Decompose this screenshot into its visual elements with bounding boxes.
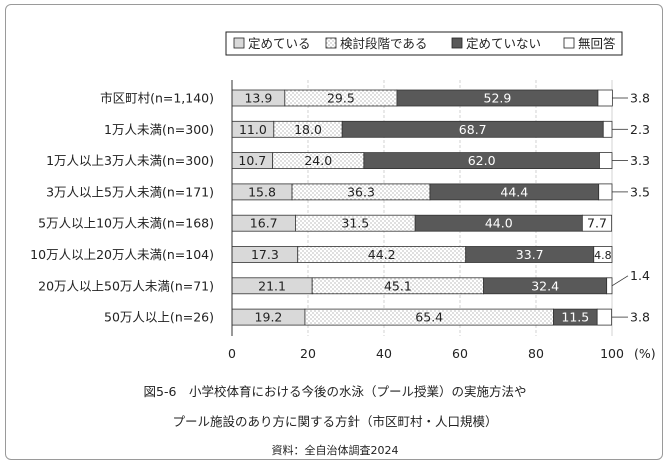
data-label: 44.4 <box>500 184 528 199</box>
data-label: 24.0 <box>304 153 332 168</box>
legend: 定めている 検討段階である 定めていない 無回答 <box>225 31 623 56</box>
data-label: 33.7 <box>516 247 544 262</box>
data-label: 32.4 <box>531 278 559 293</box>
outside-data-label: 3.3 <box>630 153 650 168</box>
category-label: 5万人以上10万人未満(n=168) <box>38 216 214 231</box>
data-label: 29.5 <box>327 91 355 106</box>
data-label: 19.2 <box>255 310 283 325</box>
data-label: 45.1 <box>384 278 412 293</box>
x-axis: 0 20 40 60 80 100 (%) <box>228 80 656 361</box>
x-tick-label: 40 <box>376 346 392 361</box>
category-label: 1万人未満(n=300) <box>104 122 214 137</box>
x-tick-label: 20 <box>300 346 316 361</box>
data-label: 15.8 <box>248 184 276 199</box>
bar-segment <box>606 277 613 295</box>
data-label: 11.0 <box>239 122 267 137</box>
legend-box <box>225 31 623 56</box>
bar-segment <box>602 120 613 138</box>
legend-swatch <box>325 37 337 49</box>
data-label: 36.3 <box>347 184 375 199</box>
legend-label: 無回答 <box>578 36 616 51</box>
outside-data-label: 3.8 <box>630 91 650 106</box>
data-label: 31.5 <box>341 216 369 231</box>
category-label: 1万人以上3万人未満(n=300) <box>46 153 214 168</box>
data-label: 52.9 <box>484 91 512 106</box>
data-label: 21.1 <box>258 278 286 293</box>
data-label: 44.0 <box>485 216 513 231</box>
legend-swatch <box>451 37 463 49</box>
leader-line <box>611 275 629 287</box>
outside-data-label: 3.5 <box>630 184 650 199</box>
data-label: 18.0 <box>294 122 322 137</box>
outside-data-label: 2.3 <box>630 122 650 137</box>
chart-frame <box>5 4 663 460</box>
data-label: 62.0 <box>468 153 496 168</box>
data-label: 44.2 <box>368 247 396 262</box>
data-label: 7.7 <box>587 216 607 231</box>
bar-segment <box>599 152 613 170</box>
x-tick-label: 80 <box>528 346 544 361</box>
bars-layer <box>231 89 613 326</box>
category-label: 3万人以上5万人未満(n=171) <box>46 184 214 199</box>
x-tick-label: 0 <box>228 346 236 361</box>
bar-segment <box>593 246 613 263</box>
grid-layer <box>307 80 613 336</box>
category-label: 20万人以上50万人未満(n=71) <box>38 278 214 293</box>
bar-segment <box>581 214 613 232</box>
data-label: 68.7 <box>459 122 487 137</box>
bar-segment <box>596 308 613 326</box>
bar-segment <box>598 183 613 201</box>
legend-label: 定めている <box>248 36 311 51</box>
data-label: 4.8 <box>594 249 612 262</box>
data-label: 17.3 <box>251 247 279 262</box>
figure-caption-line1: 図5-6 小学校体育における今後の水泳（プール授業）の実施方法や <box>143 384 527 399</box>
category-label: 50万人以上(n=26) <box>104 310 214 325</box>
data-label: 10.7 <box>238 153 266 168</box>
category-label: 市区町村(n=1,140) <box>100 91 214 106</box>
x-tick-label: 60 <box>452 346 468 361</box>
figure-source: 資料：全自治体調査2024 <box>271 444 399 457</box>
data-label: 16.7 <box>250 216 278 231</box>
outside-data-label: 3.8 <box>630 310 650 325</box>
data-label: 13.9 <box>244 91 272 106</box>
figure-caption-line2: プール施設のあり方に関する方針（市区町村・人口規模） <box>172 414 498 429</box>
data-label: 65.4 <box>415 310 443 325</box>
labels-layer: 市区町村(n=1,140) 13.9 29.5 52.9 3.8 1万人未満(n=300)… <box>30 91 650 325</box>
legend-label: 定めていない <box>466 36 541 51</box>
data-label: 11.5 <box>561 310 589 325</box>
category-label: 10万人以上20万人未満(n=104) <box>30 247 214 262</box>
x-tick-label: 100 <box>600 346 624 361</box>
outside-data-label: 1.4 <box>630 268 650 283</box>
bar-segment <box>597 89 613 107</box>
x-axis-unit: (%) <box>634 346 656 361</box>
legend-swatch <box>563 37 575 49</box>
legend-swatch <box>233 37 245 49</box>
legend-label: 検討段階である <box>340 36 427 51</box>
